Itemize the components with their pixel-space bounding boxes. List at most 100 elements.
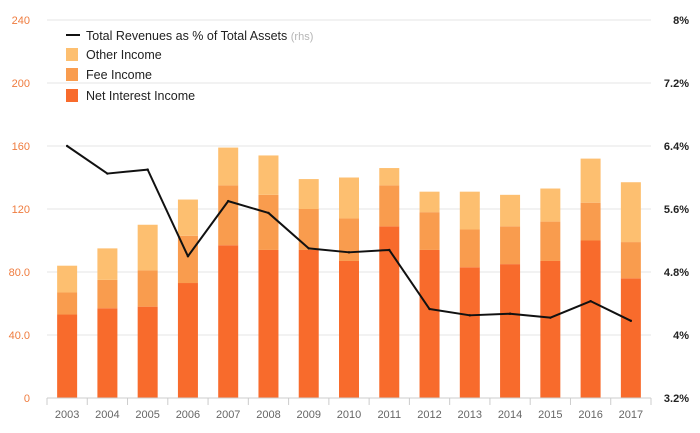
x-tick-label: 2015 bbox=[538, 409, 562, 421]
bar-segment-other-income bbox=[137, 224, 158, 271]
bar-segment-fee-income bbox=[57, 292, 78, 315]
bar-segment-net-interest-income bbox=[258, 249, 279, 398]
x-tick-label: 2009 bbox=[296, 409, 320, 421]
bar-segment-fee-income bbox=[459, 229, 480, 268]
line-point bbox=[508, 312, 512, 315]
bar-segment-other-income bbox=[339, 177, 359, 219]
bar-segment-fee-income bbox=[339, 218, 359, 261]
line-point bbox=[146, 168, 149, 171]
bar-segment-fee-income bbox=[379, 185, 400, 227]
x-tick-label: 2012 bbox=[417, 409, 441, 421]
bar-segment-fee-income bbox=[258, 194, 279, 250]
bar-segment-fee-income bbox=[137, 270, 158, 307]
bar-segment-other-income bbox=[620, 182, 641, 243]
bar-segment-fee-income bbox=[218, 185, 239, 246]
bar-segment-net-interest-income bbox=[177, 283, 198, 398]
x-tick-label: 2003 bbox=[55, 409, 79, 421]
bar-segment-net-interest-income bbox=[580, 240, 601, 398]
x-tick-label: 2014 bbox=[498, 409, 522, 421]
bar-segment-other-income bbox=[419, 191, 440, 213]
bar-segment-net-interest-income bbox=[459, 267, 480, 398]
legend-label-other-income: Other Income bbox=[86, 48, 162, 62]
bar-segment-other-income bbox=[298, 179, 319, 209]
line-point bbox=[347, 251, 351, 254]
line-point bbox=[589, 299, 592, 303]
y-left-tick-label: 120 bbox=[12, 204, 30, 216]
bar-segment-fee-income bbox=[540, 221, 561, 261]
bar-segment-net-interest-income bbox=[137, 306, 158, 398]
bar-segment-fee-income bbox=[500, 226, 521, 265]
line-point bbox=[428, 307, 431, 311]
y-right-tick-label: 3.2% bbox=[664, 393, 689, 405]
bar-segment-net-interest-income bbox=[540, 260, 561, 398]
x-tick-label: 2005 bbox=[135, 409, 159, 421]
bar-segment-other-income bbox=[459, 191, 480, 230]
bar-segment-net-interest-income bbox=[298, 249, 319, 398]
y-right-tick-label: 5.6% bbox=[664, 204, 689, 216]
x-tick-label: 2011 bbox=[377, 409, 401, 421]
bar-segment-fee-income bbox=[620, 242, 641, 279]
y-right-tick-label: 6.4% bbox=[664, 141, 689, 153]
bar-segment-net-interest-income bbox=[57, 314, 78, 398]
revenue-ratio-line bbox=[65, 144, 633, 323]
bar-segment-net-interest-income bbox=[500, 264, 521, 398]
bar-segment-fee-income bbox=[419, 212, 440, 250]
x-tick-label: 2008 bbox=[256, 409, 280, 421]
bar-segment-other-income bbox=[177, 199, 198, 236]
x-tick-label: 2004 bbox=[95, 409, 119, 421]
y-right-tick-label: 4.8% bbox=[664, 267, 689, 279]
legend-swatch-fee-income bbox=[66, 68, 78, 81]
y-right-tick-label: 8% bbox=[673, 15, 689, 27]
y-left-tick-label: 80.0 bbox=[9, 267, 30, 279]
x-tick-label: 2007 bbox=[216, 409, 240, 421]
line-point bbox=[629, 319, 633, 323]
x-tick-label: 2010 bbox=[337, 409, 361, 421]
stacked-bars bbox=[57, 147, 641, 398]
legend-swatch-other-income bbox=[66, 48, 78, 61]
bar-segment-net-interest-income bbox=[97, 308, 118, 398]
line-point bbox=[549, 316, 552, 319]
bar-segment-other-income bbox=[97, 248, 118, 280]
line-point bbox=[106, 172, 109, 175]
x-tick-label: 2016 bbox=[578, 409, 602, 421]
legend: Total Revenues as % of Total Assets (rhs… bbox=[66, 29, 313, 103]
legend-label-net-interest-income: Net Interest Income bbox=[86, 89, 195, 103]
line-point bbox=[227, 199, 230, 203]
bar-segment-fee-income bbox=[580, 202, 601, 241]
bar-segment-other-income bbox=[258, 155, 279, 195]
bar-segment-other-income bbox=[540, 188, 561, 222]
x-tick-label: 2013 bbox=[458, 409, 482, 421]
x-tick-label: 2006 bbox=[176, 409, 200, 421]
bar-segment-net-interest-income bbox=[620, 278, 641, 398]
line-point bbox=[65, 144, 69, 148]
bar-segment-net-interest-income bbox=[339, 260, 359, 398]
axes: 0 40.0 80.0 120 160 200 240 3.2% 4% 4.8% 5.6% 6.4% 7… bbox=[9, 15, 690, 421]
bar-segment-other-income bbox=[57, 265, 78, 293]
bar-segment-fee-income bbox=[298, 209, 319, 250]
y-right-tick-label: 7.2% bbox=[664, 78, 689, 90]
line-point bbox=[307, 247, 310, 250]
legend-label-line: Total Revenues as % of Total Assets (rhs… bbox=[86, 29, 313, 43]
bar-segment-fee-income bbox=[97, 279, 118, 309]
line-point bbox=[388, 248, 391, 252]
bar-segment-net-interest-income bbox=[379, 226, 400, 398]
bar-segment-other-income bbox=[218, 147, 239, 186]
legend-label-fee-income: Fee Income bbox=[86, 68, 152, 82]
line-point bbox=[186, 255, 190, 258]
y-left-tick-label: 240 bbox=[12, 15, 30, 27]
bar-segment-other-income bbox=[580, 158, 601, 203]
x-tick-label: 2017 bbox=[619, 409, 643, 421]
y-right-tick-label: 4% bbox=[673, 330, 689, 342]
y-left-tick-label: 40.0 bbox=[9, 330, 30, 342]
bar-segment-other-income bbox=[500, 194, 521, 227]
bar-segment-other-income bbox=[379, 168, 400, 186]
y-left-tick-label: 160 bbox=[12, 141, 30, 153]
line-point bbox=[468, 314, 471, 317]
bar-segment-net-interest-income bbox=[419, 249, 440, 398]
y-left-tick-label: 0 bbox=[24, 393, 30, 405]
bar-segment-net-interest-income bbox=[218, 245, 239, 398]
legend-swatch-net-interest-income bbox=[66, 89, 78, 102]
y-left-tick-label: 200 bbox=[12, 78, 30, 90]
line-point bbox=[267, 211, 270, 215]
